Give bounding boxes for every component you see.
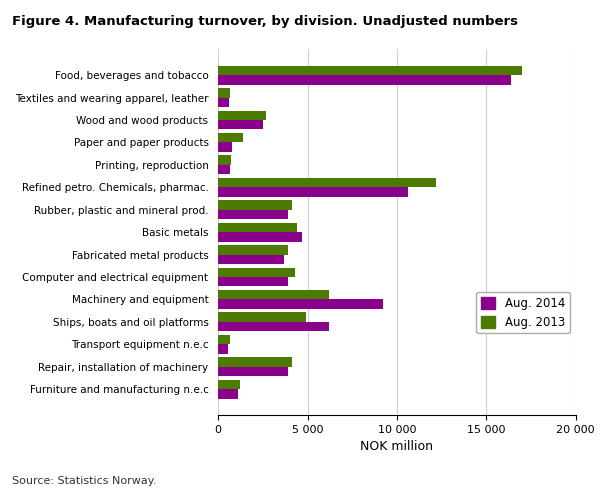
Bar	[218, 300, 382, 309]
Bar	[218, 178, 436, 187]
Text: Figure 4. Manufacturing turnover, by division. Unadjusted numbers: Figure 4. Manufacturing turnover, by div…	[12, 15, 518, 28]
Bar	[218, 345, 228, 354]
Bar	[218, 120, 263, 129]
Bar	[218, 366, 288, 376]
Bar	[218, 380, 240, 389]
Bar	[218, 389, 238, 399]
Text: Source: Statistics Norway.: Source: Statistics Norway.	[12, 476, 157, 486]
Bar	[218, 187, 407, 197]
Bar	[218, 290, 329, 300]
Bar	[218, 142, 232, 152]
Bar	[218, 88, 230, 98]
Bar	[218, 201, 292, 210]
Bar	[218, 245, 288, 255]
Bar	[218, 210, 288, 219]
Bar	[218, 165, 230, 174]
X-axis label: NOK million: NOK million	[361, 441, 434, 453]
Legend: Aug. 2014, Aug. 2013: Aug. 2014, Aug. 2013	[476, 292, 570, 333]
Bar	[218, 312, 306, 322]
Bar	[218, 232, 302, 242]
Bar	[218, 75, 511, 84]
Bar	[218, 156, 231, 165]
Bar	[218, 357, 292, 366]
Bar	[218, 335, 230, 345]
Bar	[218, 277, 288, 286]
Bar	[218, 322, 329, 331]
Bar	[218, 133, 243, 142]
Bar	[218, 66, 522, 75]
Bar	[218, 223, 297, 232]
Bar	[218, 111, 267, 120]
Bar	[218, 255, 284, 264]
Bar	[218, 98, 229, 107]
Bar	[218, 267, 295, 277]
